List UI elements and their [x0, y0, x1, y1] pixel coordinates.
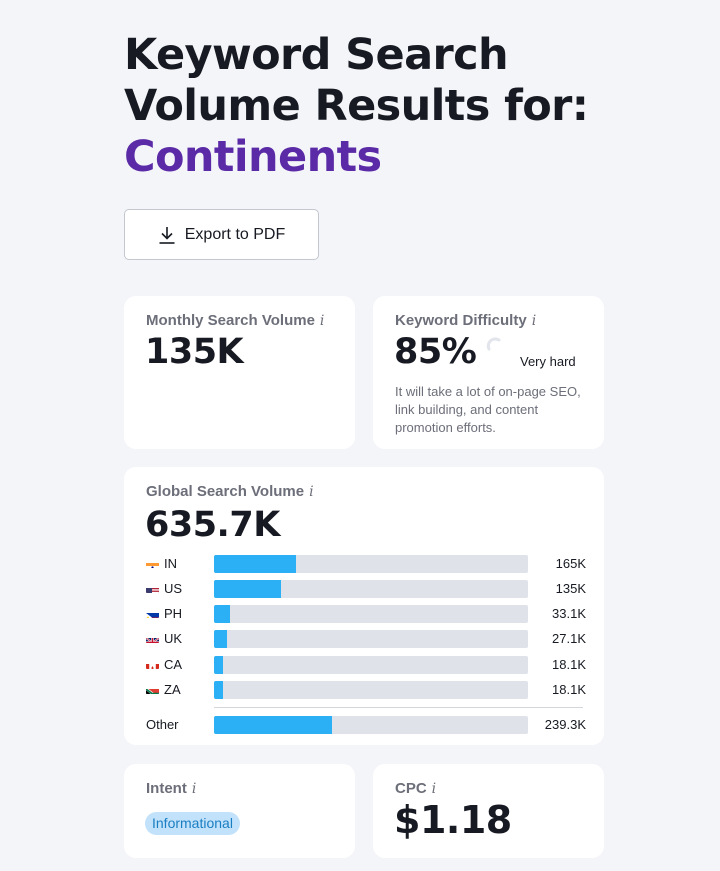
volume-bar	[214, 580, 528, 598]
country-row-uk: UK 27.1K	[146, 629, 586, 649]
title-line-1: Keyword Search	[124, 30, 509, 80]
monthly-search-volume-card: Monthly Search Volume i 135K	[124, 296, 355, 449]
keyword-difficulty-value: 85%	[394, 332, 477, 372]
keyword-difficulty-label: Keyword Difficulty	[395, 312, 527, 329]
info-icon[interactable]: i	[309, 483, 314, 500]
cpc-label: CPC	[395, 780, 427, 797]
keyword-difficulty-label-wrap: Keyword Difficulty i	[395, 312, 536, 329]
volume-bar	[214, 716, 528, 734]
country-code: ZA	[164, 682, 181, 697]
usa-flag-icon	[146, 584, 159, 593]
page-title: Keyword Search Volume Results for: Conti…	[124, 30, 644, 183]
volume-bar-fill	[214, 681, 223, 699]
volume-bar	[214, 656, 528, 674]
india-flag-icon	[146, 559, 159, 568]
volume-bar	[214, 681, 528, 699]
country-code: CA	[164, 657, 183, 672]
other-label: Other	[146, 717, 179, 732]
info-icon[interactable]: i	[191, 780, 197, 797]
difficulty-gauge-icon	[486, 337, 501, 351]
global-search-volume-card: Global Search Volume i 635.7K IN 165K US…	[124, 467, 604, 745]
monthly-search-volume-value: 135K	[145, 332, 244, 372]
country-volume: 33.1K	[552, 606, 586, 621]
country-row-ca: CA 18.1K	[146, 655, 586, 675]
export-pdf-button[interactable]: Export to PDF	[124, 209, 319, 260]
volume-bar	[214, 555, 528, 573]
country-row-za: ZA 18.1K	[146, 680, 586, 700]
country-row-ph: PH 33.1K	[146, 604, 586, 624]
volume-bar	[214, 630, 528, 648]
south-africa-flag-icon	[146, 685, 159, 694]
title-keyword: Continents	[124, 132, 382, 182]
volume-bar-fill	[214, 555, 296, 573]
info-icon[interactable]: i	[319, 312, 325, 329]
country-volume: 27.1K	[552, 631, 586, 646]
keyword-difficulty-level: Very hard	[520, 354, 576, 369]
monthly-search-volume-label: Monthly Search Volume	[146, 312, 315, 329]
other-volume: 239.3K	[544, 717, 586, 732]
divider	[214, 707, 583, 708]
volume-bar-fill	[214, 630, 228, 648]
global-search-volume-label: Global Search Volume	[146, 483, 305, 500]
country-code: IN	[164, 556, 177, 571]
country-row-us: US 135K	[146, 579, 586, 599]
keyword-difficulty-card: Keyword Difficulty i 85% Very hard It wi…	[373, 296, 604, 449]
info-icon[interactable]: i	[431, 780, 437, 797]
keyword-difficulty-description: It will take a lot of on-page SEO, link …	[395, 384, 581, 435]
country-volume: 18.1K	[552, 657, 586, 672]
volume-bar-fill	[214, 716, 333, 734]
monthly-search-volume-label-wrap: Monthly Search Volume i	[146, 312, 324, 329]
title-line-2: Volume Results for:	[124, 81, 589, 131]
info-icon[interactable]: i	[531, 312, 537, 329]
cpc-label-wrap: CPC i	[395, 780, 436, 797]
intent-label: Intent	[146, 780, 187, 797]
philippines-flag-icon	[146, 609, 159, 618]
download-icon	[158, 226, 176, 244]
volume-bar-fill	[214, 580, 281, 598]
canada-flag-icon	[146, 660, 159, 669]
export-pdf-label: Export to PDF	[184, 225, 286, 243]
uk-flag-icon	[146, 634, 159, 643]
volume-bar-fill	[214, 656, 223, 674]
intent-label-wrap: Intent i	[146, 780, 196, 797]
country-volume: 18.1K	[552, 682, 586, 697]
country-volume: 165K	[555, 556, 586, 571]
global-search-volume-value: 635.7K	[145, 505, 280, 545]
global-search-volume-label-wrap: Global Search Volume i	[146, 483, 314, 500]
country-code: PH	[164, 606, 183, 621]
country-row-in: IN 165K	[146, 554, 586, 574]
country-code: UK	[164, 631, 183, 646]
country-code: US	[164, 581, 183, 596]
volume-bar	[214, 605, 528, 623]
cpc-card: CPC i $1.18	[373, 764, 604, 858]
country-volume: 135K	[555, 581, 586, 596]
intent-card: Intent i Informational	[124, 764, 355, 858]
volume-bar-fill	[214, 605, 231, 623]
country-row-other: Other 239.3K	[146, 715, 586, 735]
cpc-value: $1.18	[394, 798, 512, 842]
intent-badge: Informational	[145, 812, 240, 835]
